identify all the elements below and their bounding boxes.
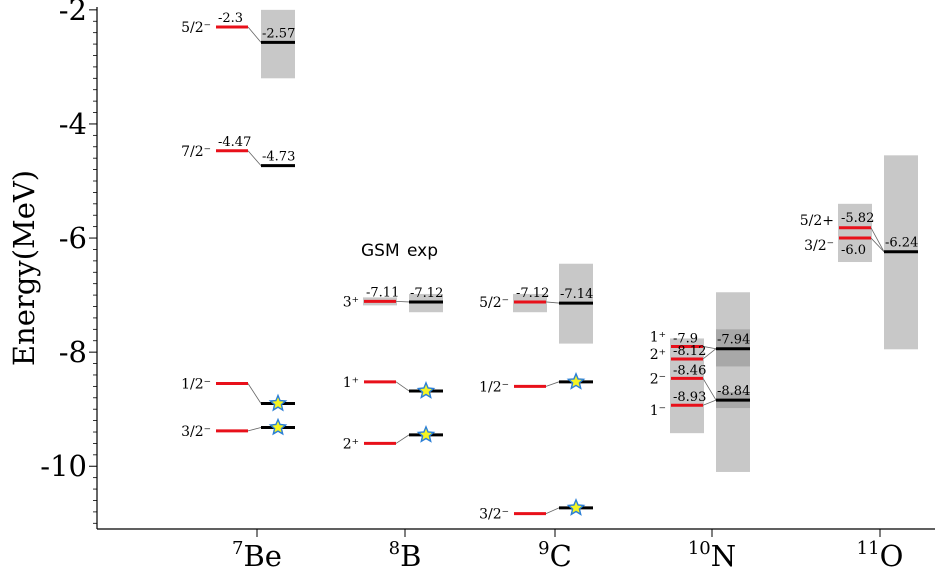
gsm-value-label-8B-0: -7.11: [366, 285, 399, 300]
element-symbol: B: [400, 539, 421, 573]
element-symbol: C: [550, 539, 572, 573]
jpi-label-9C-0: 5/2⁻: [479, 295, 509, 311]
element-symbol: O: [880, 539, 904, 573]
gsm-value-label-10N-1: -8.12: [673, 344, 706, 359]
mass-number: 7: [232, 538, 243, 559]
connector-9C-2: [545, 507, 560, 514]
y-axis-label: Energy(MeV): [7, 170, 41, 366]
connector-10N-2: [702, 378, 717, 401]
x-tick-label-8B: 8B: [389, 538, 422, 573]
star-marker-9C-2: [566, 498, 586, 516]
jpi-label-10N-2: 2⁻: [650, 371, 666, 387]
gsm-state-band-11O-0: [838, 203, 872, 263]
connector-9C-1: [545, 381, 560, 387]
jpi-label-7Be-2: 1/2⁻: [181, 377, 211, 393]
gsm-band-10N: [670, 338, 704, 434]
connector-8B-0: [395, 300, 410, 303]
exp-value-label-7Be-0: -2.57: [262, 26, 295, 41]
connector-7Be-1: [247, 150, 262, 166]
jpi-label-9C-1: 1/2⁻: [479, 379, 509, 395]
connector-7Be-2: [247, 383, 262, 404]
connector-11O-0: [870, 227, 885, 252]
exp-value-label-11O-0: -6.24: [885, 236, 918, 251]
connector-8B-2: [395, 434, 410, 444]
exp-value-label-7Be-1: -4.73: [262, 150, 295, 165]
star-marker-7Be-2: [268, 393, 288, 412]
y-tick-label--4: -4: [59, 107, 87, 141]
gsm-value-label-11O-1: -6.0: [841, 243, 866, 258]
gsm-value-label-9C-0: -7.12: [516, 286, 549, 301]
gsm-value-label-10N-2: -8.46: [673, 363, 706, 378]
gsm-value-label-10N-3: -8.93: [673, 390, 706, 405]
connector-9C-0: [545, 301, 560, 304]
star-marker-8B-1: [416, 381, 436, 399]
mass-number: 11: [857, 538, 880, 559]
exp-value-label-10N-0: -7.94: [717, 333, 750, 348]
legend-exp-label: exp: [407, 241, 438, 261]
legend-gsm-label: GSM: [361, 241, 400, 261]
connector-7Be-0: [247, 26, 262, 43]
star-marker-9C-1: [566, 371, 586, 390]
mass-number: 10: [688, 538, 711, 559]
jpi-label-10N-0: 1⁺: [650, 329, 666, 345]
mass-number: 8: [389, 538, 400, 559]
mass-number: 9: [538, 538, 549, 559]
x-tick-label-9C: 9C: [538, 538, 572, 573]
jpi-label-8B-1: 1⁺: [343, 375, 359, 391]
energy-levels: [216, 25, 918, 516]
jpi-label-11O-0: 5/2+: [800, 213, 834, 229]
jpi-label-7Be-1: 7/2⁻: [181, 144, 211, 160]
y-tick-label--6: -6: [59, 221, 87, 255]
jpi-label-8B-0: 3⁺: [343, 294, 359, 310]
connector-10N-1: [702, 348, 717, 360]
y-tick-label--2: -2: [59, 0, 87, 27]
connector-10N-0: [702, 346, 717, 350]
jpi-label-8B-2: 2⁺: [343, 436, 359, 452]
level-labels: 5/2⁻ -2.3 -2.57 7/2⁻ -4.47 -4.73 1/2⁻ 3/2⁻ 3⁺ -7.…: [181, 11, 918, 523]
jpi-label-7Be-0: 5/2⁻: [181, 20, 211, 36]
x-tick-label-11O: 11O: [857, 538, 904, 573]
element-symbol: N: [711, 539, 736, 573]
gsm-value-label-7Be-0: -2.3: [218, 11, 243, 26]
connector-7Be-3: [247, 427, 262, 432]
connector-8B-1: [395, 381, 410, 392]
exp-value-label-10N-3: -8.84: [717, 384, 750, 399]
exp-state-band-7Be-0: [261, 9, 295, 79]
connector-11O-1: [870, 237, 885, 253]
exp-value-label-8B-0: -7.12: [410, 286, 443, 301]
connector-10N-3: [702, 399, 717, 406]
star-marker-7Be-3: [268, 417, 288, 436]
gsm-value-label-7Be-1: -4.47: [218, 135, 251, 150]
y-tick-label--10: -10: [40, 449, 87, 483]
jpi-label-10N-3: 1⁻: [650, 403, 666, 419]
exp-value-label-9C-0: -7.14: [560, 287, 593, 302]
gsm-value-label-11O-0: -5.82: [841, 211, 874, 226]
x-tick-label-7Be: 7Be: [232, 538, 282, 573]
x-tick-label-10N: 10N: [688, 538, 736, 573]
gsm-value-label-10N-0: -7.9: [673, 331, 698, 346]
axes: 7Be 8B 9C 10N 11O -10 -8 -6 -4 -2: [40, 0, 935, 573]
star-marker-8B-2: [416, 425, 436, 443]
element-symbol: Be: [243, 539, 281, 573]
star-markers: [268, 371, 586, 516]
jpi-label-9C-2: 3/2⁻: [479, 507, 509, 523]
exp-band-10N: [716, 292, 750, 472]
jpi-label-7Be-3: 3/2⁻: [181, 424, 211, 440]
y-tick-label--8: -8: [59, 335, 87, 369]
jpi-label-11O-1: 3/2⁻: [804, 238, 834, 254]
level-connectors: [247, 26, 885, 514]
jpi-label-10N-1: 2⁺: [650, 347, 666, 363]
